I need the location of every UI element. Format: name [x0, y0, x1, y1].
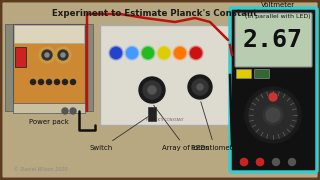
- Circle shape: [141, 46, 155, 60]
- Circle shape: [249, 91, 297, 139]
- Text: Potentiometer: Potentiometer: [190, 102, 239, 151]
- Text: PLANCK'S CONSTANT: PLANCK'S CONSTANT: [146, 118, 184, 122]
- Circle shape: [289, 159, 295, 165]
- Circle shape: [110, 48, 122, 58]
- Circle shape: [174, 48, 186, 58]
- Circle shape: [158, 48, 170, 58]
- Circle shape: [70, 108, 76, 114]
- Circle shape: [190, 48, 202, 58]
- Circle shape: [157, 46, 171, 60]
- Text: Power pack: Power pack: [29, 119, 69, 125]
- Circle shape: [188, 75, 212, 99]
- Circle shape: [70, 80, 76, 84]
- Circle shape: [62, 108, 68, 114]
- Circle shape: [45, 53, 49, 57]
- Circle shape: [30, 80, 36, 84]
- Bar: [85, 24, 93, 111]
- Bar: [148, 107, 156, 121]
- Circle shape: [125, 46, 139, 60]
- Circle shape: [39, 47, 55, 63]
- Circle shape: [142, 48, 154, 58]
- Circle shape: [126, 48, 138, 58]
- Circle shape: [143, 81, 161, 99]
- Text: © Daniel Wilson 2020: © Daniel Wilson 2020: [14, 167, 68, 172]
- Circle shape: [46, 80, 52, 84]
- Text: Switch: Switch: [90, 116, 150, 151]
- Bar: [5, 24, 13, 111]
- Circle shape: [139, 77, 165, 103]
- Circle shape: [245, 87, 301, 143]
- Text: Array of LEDs: Array of LEDs: [154, 105, 209, 151]
- Circle shape: [257, 159, 263, 165]
- FancyBboxPatch shape: [235, 13, 312, 67]
- Circle shape: [54, 80, 60, 84]
- Circle shape: [148, 86, 156, 94]
- Circle shape: [266, 108, 280, 122]
- Bar: [13, 24, 85, 111]
- Circle shape: [55, 47, 71, 63]
- Circle shape: [189, 46, 203, 60]
- Circle shape: [241, 159, 247, 165]
- Text: Experiment to Estimate Planck's Constant: Experiment to Estimate Planck's Constant: [52, 9, 258, 18]
- Bar: [15, 47, 26, 67]
- Circle shape: [109, 46, 123, 60]
- FancyBboxPatch shape: [254, 69, 269, 78]
- Circle shape: [269, 93, 277, 101]
- Circle shape: [192, 79, 208, 95]
- Circle shape: [263, 105, 283, 125]
- Bar: [100, 25, 230, 125]
- Circle shape: [257, 159, 263, 165]
- Text: Voltmeter: Voltmeter: [261, 2, 295, 8]
- Circle shape: [241, 159, 247, 165]
- Circle shape: [61, 53, 65, 57]
- Circle shape: [62, 80, 68, 84]
- Bar: [13, 103, 85, 113]
- Circle shape: [58, 50, 68, 60]
- Circle shape: [197, 84, 203, 90]
- Text: 2.67: 2.67: [243, 28, 303, 52]
- Circle shape: [173, 46, 187, 60]
- Circle shape: [273, 159, 279, 165]
- Circle shape: [42, 50, 52, 60]
- FancyBboxPatch shape: [236, 69, 252, 78]
- Bar: [14, 25, 84, 43]
- Circle shape: [38, 80, 44, 84]
- Text: (in parallel with LED): (in parallel with LED): [245, 14, 311, 19]
- FancyBboxPatch shape: [230, 8, 317, 172]
